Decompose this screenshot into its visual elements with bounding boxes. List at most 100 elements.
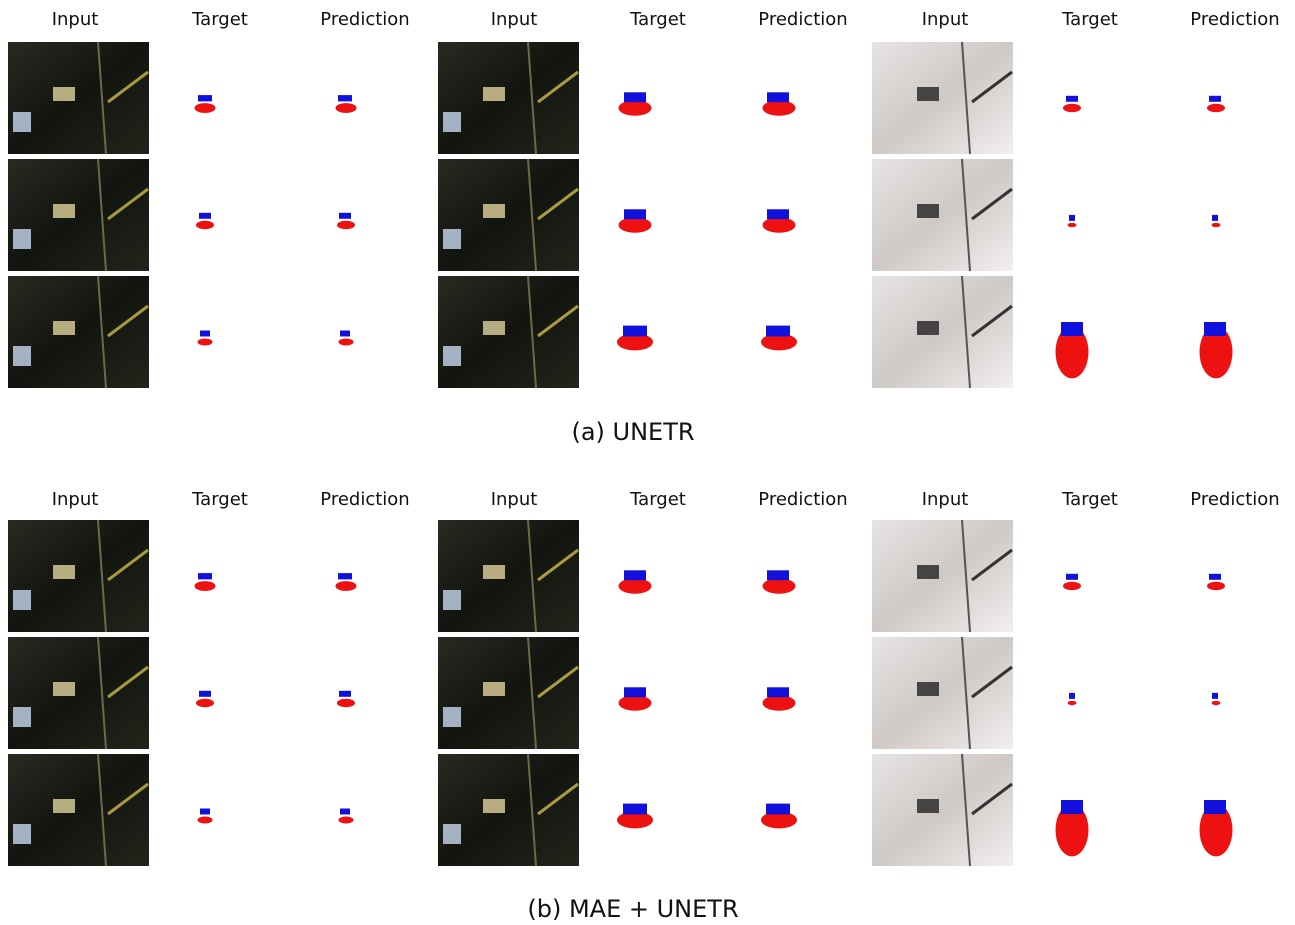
mask-blue xyxy=(199,691,211,697)
mask-red xyxy=(1068,223,1077,227)
image-detail xyxy=(483,321,505,335)
image-highlight xyxy=(443,590,461,610)
mask-blue xyxy=(1069,693,1075,699)
mask-red xyxy=(619,217,652,232)
column-header: Prediction xyxy=(758,489,847,510)
column-header: Target xyxy=(191,9,248,30)
input-image xyxy=(438,754,579,866)
mask-red xyxy=(1207,104,1225,112)
mask-blue xyxy=(339,213,351,219)
input-image xyxy=(872,159,1013,271)
input-image xyxy=(8,42,149,154)
mask-blue xyxy=(340,331,350,337)
mask-blue xyxy=(1061,322,1083,336)
image-highlight xyxy=(13,229,31,249)
image-highlight xyxy=(443,112,461,132)
mask-blue xyxy=(1061,800,1083,814)
caption: (b) MAE + UNETR xyxy=(527,895,738,923)
figure: Input Target Prediction Input Target Predicti… xyxy=(0,0,1295,925)
input-image xyxy=(438,520,579,632)
mask-blue xyxy=(1212,215,1218,221)
mask-red xyxy=(763,578,796,593)
mask-blue xyxy=(767,209,789,219)
image-detail xyxy=(917,682,939,696)
image-highlight xyxy=(443,346,461,366)
column-header: Target xyxy=(629,489,686,510)
image-highlight xyxy=(13,590,31,610)
mask-blue xyxy=(1204,322,1226,336)
column-header: Target xyxy=(1061,489,1118,510)
mask-red xyxy=(1068,701,1077,705)
column-header: Target xyxy=(1061,9,1118,30)
input-image xyxy=(438,159,579,271)
image-detail xyxy=(917,321,939,335)
mask-blue xyxy=(623,326,647,337)
input-image xyxy=(872,42,1013,154)
mask-red xyxy=(198,339,213,346)
input-image xyxy=(8,520,149,632)
image-detail xyxy=(483,87,505,101)
input-image xyxy=(8,276,149,388)
panel: InputTargetPredictionInputTargetPredicti… xyxy=(8,9,1280,446)
column-header: Prediction xyxy=(1190,9,1279,30)
image-highlight xyxy=(13,112,31,132)
input-image xyxy=(438,637,579,749)
input-image xyxy=(872,637,1013,749)
mask-blue xyxy=(198,95,212,101)
mask-blue xyxy=(1212,693,1218,699)
mask-blue xyxy=(624,570,646,580)
mask-blue xyxy=(1209,96,1221,102)
mask-red xyxy=(195,581,216,591)
mask-blue xyxy=(200,809,210,815)
mask-blue xyxy=(767,687,789,697)
mask-red xyxy=(336,103,357,113)
mask-red xyxy=(196,221,214,229)
input-image xyxy=(872,276,1013,388)
mask-blue xyxy=(338,95,352,101)
image-highlight xyxy=(13,346,31,366)
mask-red xyxy=(195,103,216,113)
column-header: Target xyxy=(191,489,248,510)
mask-blue xyxy=(1209,574,1221,580)
mask-blue xyxy=(1069,215,1075,221)
mask-blue xyxy=(1066,574,1078,580)
image-detail xyxy=(483,799,505,813)
mask-red xyxy=(763,695,796,710)
mask-blue xyxy=(624,209,646,219)
image-detail xyxy=(917,565,939,579)
column-header: Prediction xyxy=(320,489,409,510)
image-detail xyxy=(53,204,75,218)
mask-blue xyxy=(767,570,789,580)
column-header: Prediction xyxy=(758,9,847,30)
column-header: Prediction xyxy=(1190,489,1279,510)
input-image xyxy=(872,754,1013,866)
image-detail xyxy=(53,87,75,101)
mask-blue xyxy=(624,92,646,102)
mask-blue xyxy=(1066,96,1078,102)
image-detail xyxy=(917,204,939,218)
image-detail xyxy=(483,565,505,579)
input-image xyxy=(8,159,149,271)
image-highlight xyxy=(443,229,461,249)
column-header: Input xyxy=(922,489,969,510)
image-detail xyxy=(53,321,75,335)
image-detail xyxy=(917,799,939,813)
mask-red xyxy=(619,578,652,593)
mask-blue xyxy=(339,691,351,697)
mask-blue xyxy=(198,573,212,579)
mask-red xyxy=(619,695,652,710)
mask-red xyxy=(1063,582,1081,590)
mask-blue xyxy=(623,804,647,815)
mask-blue xyxy=(200,331,210,337)
panel: Input Target Prediction Input Target Predicti… xyxy=(8,489,1280,923)
input-image xyxy=(8,637,149,749)
image-highlight xyxy=(443,707,461,727)
image-detail xyxy=(53,799,75,813)
mask-red xyxy=(1212,701,1221,705)
image-highlight xyxy=(443,824,461,844)
mask-red xyxy=(1063,104,1081,112)
column-header: Input xyxy=(491,489,538,510)
mask-red xyxy=(763,100,796,115)
mask-red xyxy=(339,817,354,824)
mask-red xyxy=(198,817,213,824)
